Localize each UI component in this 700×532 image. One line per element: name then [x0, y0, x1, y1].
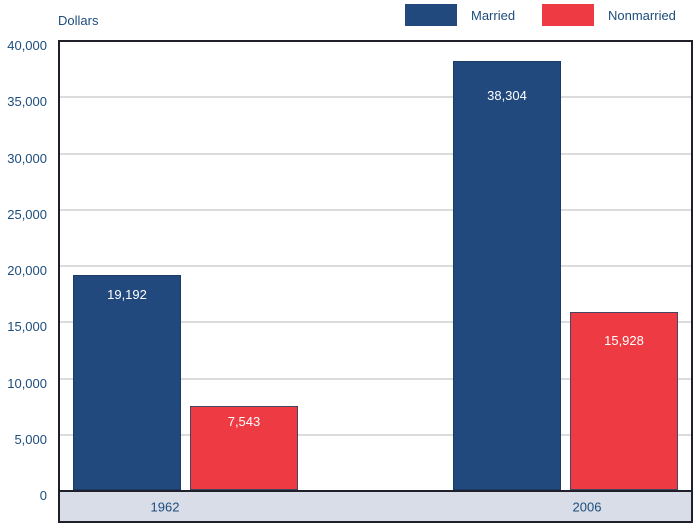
y-tick-label-5000: 5,000 — [14, 431, 47, 447]
y-tick-label-10000: 10,000 — [7, 375, 47, 391]
y-axis-unit-label: Dollars — [58, 13, 99, 28]
legend-item-married: Married — [405, 3, 515, 27]
plot-area: 19,192 7,543 38,304 15,928 — [58, 40, 693, 490]
y-tick-label-25000: 25,000 — [7, 206, 47, 222]
bar-value-label: 7,543 — [227, 414, 261, 429]
x-tick-label-2006: 2006 — [572, 499, 602, 514]
legend-label-married: Married — [471, 7, 516, 23]
y-tick-label-35000: 35,000 — [7, 94, 47, 110]
legend-item-nonmarried: Nonmarried — [542, 3, 676, 27]
y-tick-label-30000: 30,000 — [7, 150, 47, 166]
y-tick-label-0: 0 — [39, 488, 47, 503]
gridline-10000 — [60, 377, 691, 380]
y-tick-label-15000: 15,000 — [7, 319, 47, 335]
bar-value-label: 15,928 — [604, 333, 644, 348]
gridline-35000 — [60, 96, 691, 99]
bar-nonmarried-2006: 15,928 — [570, 312, 678, 490]
x-tick-label-1962: 1962 — [150, 499, 180, 514]
gridline-15000 — [60, 321, 691, 324]
x-axis-band: 1962 2006 — [58, 490, 693, 523]
bar-married-1962: 19,192 — [73, 275, 181, 490]
legend-swatch-married — [405, 4, 457, 26]
legend-swatch-nonmarried — [542, 4, 594, 26]
gridline-25000 — [60, 208, 691, 211]
bar-married-2006: 38,304 — [453, 61, 561, 490]
gridline-30000 — [60, 152, 691, 155]
bar-value-label: 19,192 — [107, 287, 147, 302]
legend-label-nonmarried: Nonmarried — [608, 7, 676, 23]
bar-value-label: 38,304 — [487, 88, 527, 103]
y-tick-label-40000: 40,000 — [7, 38, 47, 53]
gridline-20000 — [60, 265, 691, 267]
y-tick-label-20000: 20,000 — [7, 263, 47, 278]
bar-nonmarried-1962: 7,543 — [190, 406, 298, 490]
gridline-5000 — [60, 433, 691, 436]
